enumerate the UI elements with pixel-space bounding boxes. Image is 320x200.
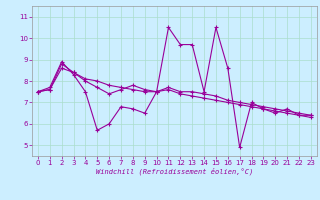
X-axis label: Windchill (Refroidissement éolien,°C): Windchill (Refroidissement éolien,°C) [96, 168, 253, 175]
